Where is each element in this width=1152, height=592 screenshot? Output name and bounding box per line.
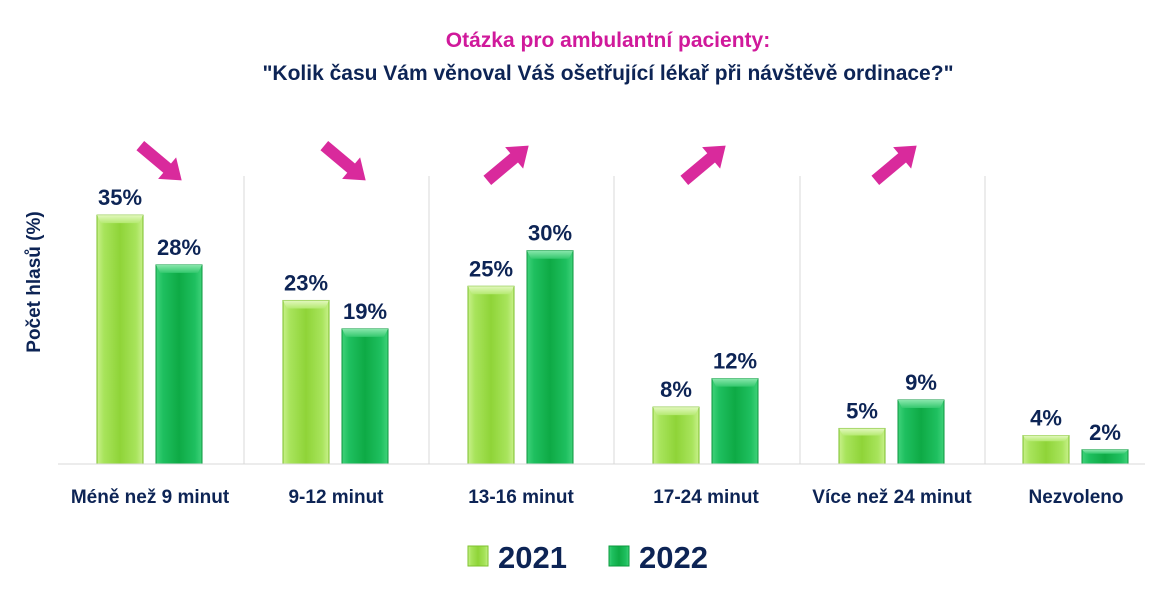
bar-group-2022-6 <box>1081 449 1129 465</box>
data-label-2022-3: 30% <box>528 221 572 246</box>
bar-cap-2022-4 <box>712 378 758 387</box>
category-label-4: 17-24 minut <box>653 487 759 508</box>
data-label-2022-5: 9% <box>905 370 937 395</box>
bar-cap-2021-6 <box>1023 435 1069 442</box>
data-label-2021-1: 35% <box>98 185 142 210</box>
bar-group-2022-3 <box>526 250 574 465</box>
chart-title: Otázka pro ambulantní pacienty: <box>446 29 770 52</box>
bar-2022-4 <box>711 378 759 465</box>
bar-group-2021-3 <box>467 285 515 465</box>
bar-group-2021-4 <box>652 406 700 465</box>
data-label-2021-2: 23% <box>284 270 328 295</box>
trend-arrow-up-5 <box>871 145 917 185</box>
trend-arrow-shape-2 <box>320 141 366 181</box>
trend-arrow-shape-5 <box>871 145 917 185</box>
bar-group-2022-2 <box>341 328 389 465</box>
bar-2021-2 <box>282 299 330 465</box>
bar-2022-2 <box>341 328 389 465</box>
bar-cap-2022-3 <box>527 250 573 259</box>
bar-2021-4 <box>652 406 700 465</box>
legend-swatch-2021 <box>467 545 489 567</box>
data-label-2021-6: 4% <box>1030 406 1062 431</box>
trend-arrow-shape-4 <box>680 145 726 185</box>
chart-subtitle: "Kolik času Vám věnoval Váš ošetřující l… <box>262 62 953 85</box>
bar-group-2022-1 <box>155 264 203 465</box>
category-label-6: Nezvoleno <box>1028 487 1123 508</box>
data-labels-layer: 35% 28% 23% 19% 25% 30% 8% 12% 5% 9% 4% 2% <box>98 185 1121 445</box>
data-label-2022-1: 28% <box>157 235 201 260</box>
bar-2022-3 <box>526 250 574 465</box>
bar-group-2021-2 <box>282 299 330 465</box>
trend-arrow-up-3 <box>483 145 529 185</box>
y-axis-label: Počet hlasů (%) <box>24 211 45 352</box>
category-label-1: Méně než 9 minut <box>71 487 230 508</box>
bar-cap-2022-5 <box>898 400 944 409</box>
data-label-2022-2: 19% <box>343 299 387 324</box>
category-separators <box>243 176 986 464</box>
bar-cap-2021-3 <box>468 286 514 295</box>
bar-group-2021-1 <box>96 214 144 465</box>
data-label-2021-3: 25% <box>469 256 513 281</box>
bar-2021-1 <box>96 214 144 465</box>
category-label-2: 9-12 minut <box>288 487 384 508</box>
category-label-3: 13-16 minut <box>468 487 574 508</box>
bar-cap-2022-6 <box>1082 449 1128 454</box>
data-label-2021-4: 8% <box>660 377 692 402</box>
bar-2022-5 <box>897 399 945 465</box>
bar-cap-2021-5 <box>839 428 885 436</box>
trend-arrows-layer <box>136 141 917 185</box>
trend-arrow-down-1 <box>136 141 182 181</box>
bar-2021-3 <box>467 285 515 465</box>
data-label-2021-5: 5% <box>846 398 878 423</box>
legend-label-2021: 2021 <box>498 540 567 575</box>
legend-swatch-2022 <box>608 545 630 567</box>
data-label-2022-6: 2% <box>1089 420 1121 445</box>
trend-arrow-down-2 <box>320 141 366 181</box>
category-labels-layer: Méně než 9 minut 9-12 minut 13-16 minut 17-… <box>71 487 1124 508</box>
bar-cap-2022-1 <box>156 264 202 273</box>
bar-group-2021-6 <box>1022 435 1070 465</box>
bar-group-2022-5 <box>897 399 945 465</box>
bar-group-2022-4 <box>711 378 759 465</box>
category-label-5: Více než 24 minut <box>812 487 972 508</box>
legend: 2021 2022 <box>467 540 708 575</box>
bar-cap-2022-2 <box>342 328 388 337</box>
legend-label-2022: 2022 <box>639 540 708 575</box>
bar-cap-2021-2 <box>283 300 329 309</box>
trend-arrow-up-4 <box>680 145 726 185</box>
bar-group-2021-5 <box>838 427 886 465</box>
bar-2022-1 <box>155 264 203 465</box>
data-label-2022-4: 12% <box>713 349 757 374</box>
bars-layer <box>96 214 1129 465</box>
bar-cap-2021-4 <box>653 407 699 416</box>
bar-cap-2021-1 <box>97 215 143 224</box>
trend-arrow-shape-3 <box>483 145 529 185</box>
trend-arrow-shape-1 <box>136 141 182 181</box>
